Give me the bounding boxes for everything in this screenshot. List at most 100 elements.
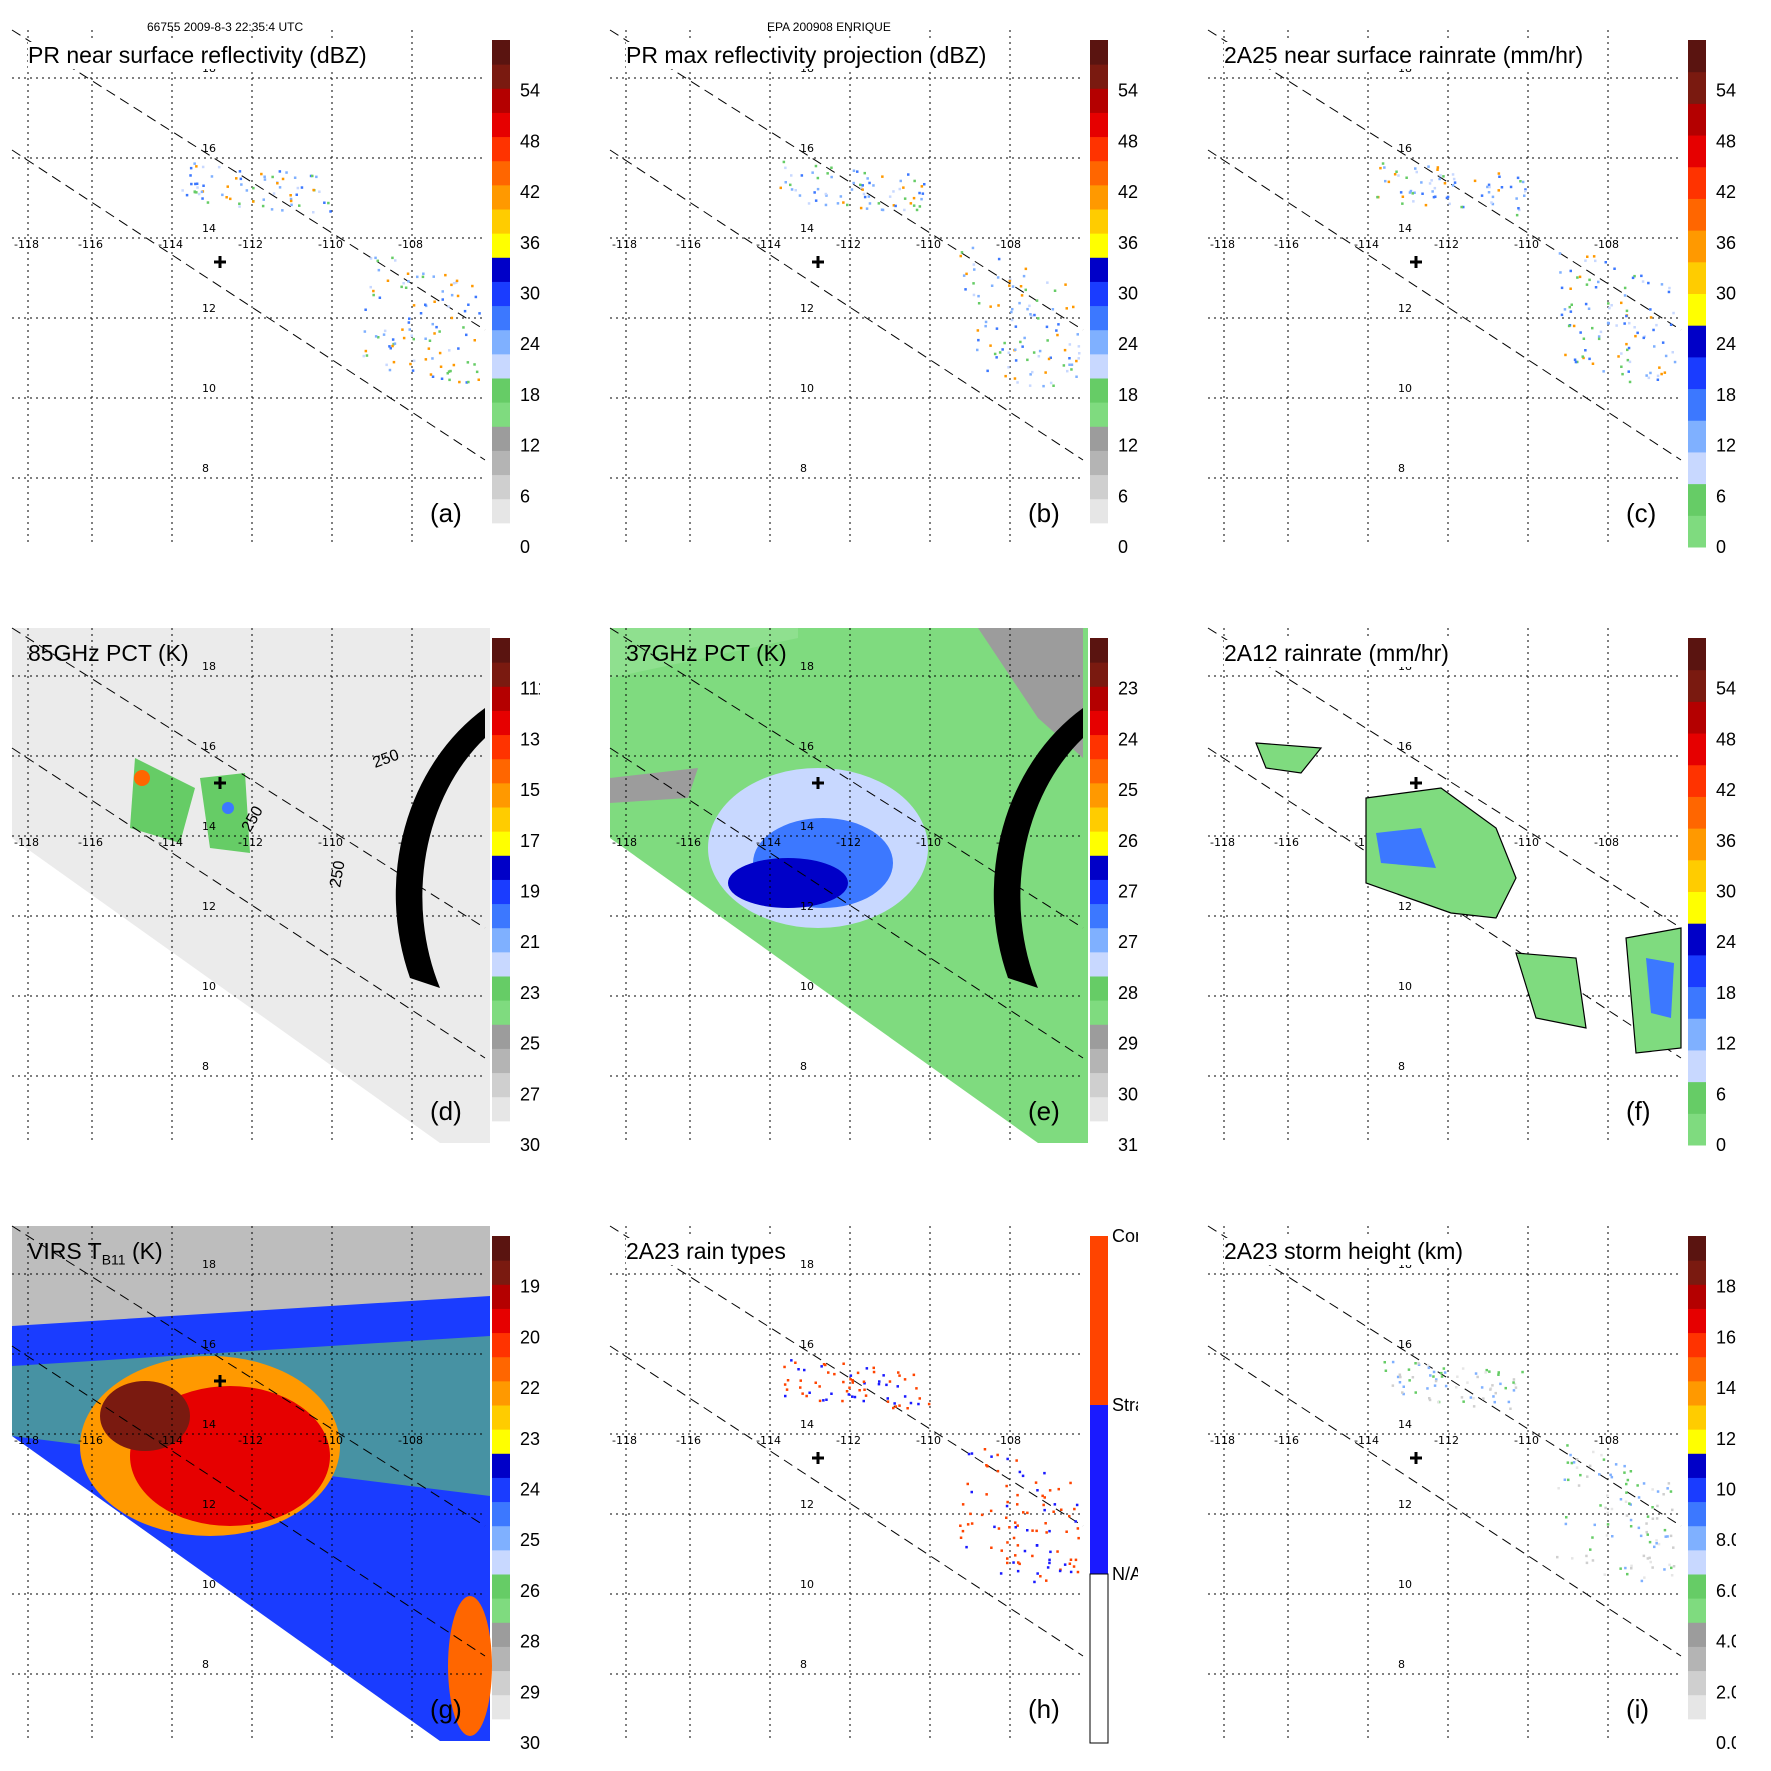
scan-edge-arc xyxy=(993,708,1083,988)
colorbar-label: 16.0 xyxy=(1716,1327,1736,1347)
lat-tick: 16 xyxy=(800,740,814,753)
panel-a: -118 -116 -114 -112 -110 -108 18 16 14 12 10 8 0 6 12 1… xyxy=(0,0,540,565)
panel-letter: (e) xyxy=(1028,1096,1060,1126)
lon-tick: -108 xyxy=(1594,1434,1619,1447)
pr-swath-edges xyxy=(1207,627,1682,1059)
colorbar-label: Strat xyxy=(1112,1395,1138,1415)
colorbar-label: 252 xyxy=(1118,780,1138,800)
lon-tick: -118 xyxy=(1210,238,1235,251)
colorbar-label: 54 xyxy=(1716,81,1736,101)
colorbar-label: 258 xyxy=(520,1034,540,1054)
map-f: -118-116-114-112-110-1081816141210806121… xyxy=(1207,627,1736,1155)
lon-tick: -114 xyxy=(158,1434,183,1447)
colorbar-label: 256 xyxy=(520,1530,540,1550)
scan-edge-arc xyxy=(395,708,485,988)
colorbar-label: 280 xyxy=(520,1632,540,1652)
lat-tick: 18 xyxy=(800,660,814,673)
lon-tick: -118 xyxy=(14,1434,39,1447)
panel-title: 2A25 near surface rainrate (mm/hr) xyxy=(1224,42,1584,69)
colorbar-label: 208 xyxy=(520,1327,540,1347)
colorbar-label: 30 xyxy=(1716,284,1736,304)
lat-tick: 12 xyxy=(800,302,814,315)
rain-echoes-b xyxy=(779,160,1081,388)
lon-tick: -112 xyxy=(836,836,861,849)
lat-tick: 12 xyxy=(800,900,814,913)
storm-center-cross xyxy=(214,1375,226,1387)
colorbar-label: 24 xyxy=(520,334,540,354)
lon-tick: -112 xyxy=(238,238,263,251)
lon-tick: -118 xyxy=(1210,1434,1235,1447)
lat-tick: 10 xyxy=(1398,980,1412,993)
lat-tick: 8 xyxy=(202,1658,209,1671)
panel-d: -118 -116 -114 -112 -110 -108 18 16 14 12 10 8 300 27… xyxy=(0,598,540,1163)
colorbar-label: 220 xyxy=(520,1378,540,1398)
panel-letter: (b) xyxy=(1028,498,1060,528)
lat-tick: 16 xyxy=(800,1338,814,1351)
colorbar-label: 42 xyxy=(1716,780,1736,800)
lat-tick: 10 xyxy=(202,382,216,395)
lon-tick: -114 xyxy=(756,836,781,849)
colorbar-label: 54 xyxy=(520,81,540,101)
pr-swath-edges xyxy=(1207,29,1682,461)
colorbar-label: 292 xyxy=(520,1682,540,1702)
colorbar-label: 174 xyxy=(520,831,540,851)
colorbar-label: 30 xyxy=(1118,284,1138,304)
colorbar-label: 30 xyxy=(1716,882,1736,902)
storm-center-cross xyxy=(1410,256,1422,268)
panel-title: PR max reflectivity projection (dBZ) xyxy=(626,42,987,69)
pr-swath-edges xyxy=(609,29,1084,461)
colorbar-label: 18.0 xyxy=(1716,1277,1736,1297)
lat-tick: 8 xyxy=(202,462,209,475)
lat-tick: 10 xyxy=(202,980,216,993)
colorbar-label: 268 xyxy=(520,1581,540,1601)
lat-tick: 10 xyxy=(800,382,814,395)
colorbar-label: 24 xyxy=(1716,932,1736,952)
lon-tick: -108 xyxy=(398,238,423,251)
lon-tick: -108 xyxy=(996,238,1021,251)
lat-tick: 8 xyxy=(800,1658,807,1671)
colorbar-label: 36 xyxy=(520,233,540,253)
colorbar-label: 0 xyxy=(1716,1135,1726,1155)
panel-title: 37GHz PCT (K) xyxy=(626,640,787,666)
colorbar-label: 12 xyxy=(1118,436,1138,456)
lon-tick: -112 xyxy=(238,836,263,849)
map-e: -118 -116 -114 -112 -110 -108 18 16 14 12 10 8 315 30… xyxy=(609,627,1138,1155)
colorbar-label: 18 xyxy=(520,385,540,405)
lon-tick: -114 xyxy=(756,1434,781,1447)
pr-swath-edges xyxy=(609,1225,1084,1657)
lon-tick: -116 xyxy=(1274,836,1299,849)
colorbar-label: 111 xyxy=(520,679,540,699)
lon-tick: -114 xyxy=(158,238,183,251)
colorbar-d: 300 279 258 237 216 195 174 153 132 111 xyxy=(492,638,540,1155)
panel-i: -118-116-114-112-110-108181614121080.02.… xyxy=(1196,1196,1736,1761)
colorbar-label: 6 xyxy=(520,486,530,506)
lat-tick: 8 xyxy=(1398,1658,1405,1671)
colorbar-label: 0.0 xyxy=(1716,1733,1736,1753)
lat-tick: 14 xyxy=(800,1418,814,1431)
colorbar-label: 244 xyxy=(520,1480,540,1500)
panel-title: 2A23 storm height (km) xyxy=(1224,1238,1464,1265)
colorbar-label: 18 xyxy=(1716,983,1736,1003)
colorbar-label: 153 xyxy=(520,780,540,800)
panel-title: 2A23 rain types xyxy=(626,1238,786,1265)
colorbar-label: 279 xyxy=(1118,932,1138,952)
map-b: -118 -116 -114 -112 -110 -108 18 16 14 12 10 8 0 6 12 1… xyxy=(609,29,1138,557)
rain-echoes-h xyxy=(783,1359,1080,1584)
grid-h xyxy=(610,1226,1083,1741)
pr-swath-edges xyxy=(11,1225,486,1657)
colorbar-label: 132 xyxy=(520,729,540,749)
colorbar-label: 4.0 xyxy=(1716,1632,1736,1652)
colorbar-label: 42 xyxy=(1118,182,1138,202)
colorbar-label: 48 xyxy=(1716,131,1736,151)
lon-tick: -110 xyxy=(1514,836,1539,849)
lat-tick: 12 xyxy=(1398,302,1412,315)
colorbar-c: 0 6 12 18 24 30 36 42 48 54 xyxy=(1688,40,1736,557)
colorbar-label: 196 xyxy=(520,1277,540,1297)
panel-title: 85GHz PCT (K) xyxy=(28,640,189,666)
lon-tick: -116 xyxy=(676,1434,701,1447)
colorbar-label: 243 xyxy=(1118,729,1138,749)
lat-tick: 8 xyxy=(1398,1060,1405,1073)
colorbar-label: 297 xyxy=(1118,1034,1138,1054)
pr-swath-edges xyxy=(11,627,486,1059)
colorbar-label: 12 xyxy=(1716,436,1736,456)
